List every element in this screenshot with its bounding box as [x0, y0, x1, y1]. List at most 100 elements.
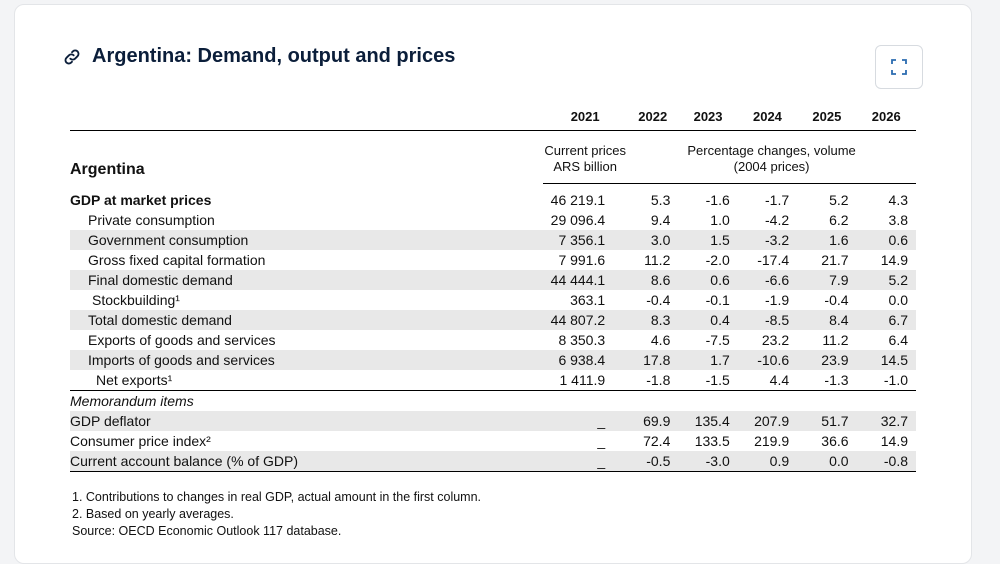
cell-value: 5.2: [829, 192, 849, 208]
cell-value: 133.5: [694, 433, 730, 449]
page-title: Argentina: Demand, output and prices: [92, 45, 456, 67]
cell-value: -1.7: [765, 192, 790, 208]
table-row: Gross fixed capital formation 7 991.6 11…: [70, 250, 916, 270]
cell-value: 9.4: [650, 212, 671, 228]
source-note: Source: OECD Economic Outlook 117 databa…: [72, 524, 342, 538]
cell-value: 51.7: [797, 411, 857, 431]
table-row: Private consumption 29 096.4 9.4 1.0 -4.…: [70, 210, 916, 230]
cell-current: 7 991.6: [558, 252, 606, 268]
row-label: Exports of goods and services: [88, 332, 276, 348]
row-label: Stockbuilding¹: [92, 292, 180, 308]
row-label: GDP at market prices: [70, 192, 212, 208]
cell-value: -0.5: [627, 451, 679, 472]
cell-current: _: [543, 411, 628, 431]
table-row: GDP at market prices 46 219.1 5.3 -1.6 -…: [70, 190, 916, 210]
cell-value: -10.6: [737, 350, 798, 370]
cell-value: -6.6: [737, 270, 798, 290]
cell-value: 5.3: [650, 192, 671, 208]
cell-value: 1.7: [678, 350, 738, 370]
cell-value: 23.2: [761, 332, 790, 348]
year-header: 2026: [856, 104, 916, 131]
cell-current: 1 411.9: [543, 370, 628, 391]
cell-value: 36.6: [821, 433, 849, 449]
cell-value: 135.4: [678, 411, 738, 431]
note-2: 2. Based on yearly averages.: [72, 507, 234, 521]
cell-value: -0.4: [824, 292, 849, 308]
cell-value: -0.1: [705, 292, 730, 308]
year-header-row: 2021 2022 2023 2024 2025 2026: [70, 104, 916, 131]
cell-current: 7 356.1: [543, 230, 628, 250]
current-prices-line-2: ARS billion: [553, 159, 617, 174]
cell-value: 1.6: [797, 230, 857, 250]
cell-value: 219.9: [754, 433, 790, 449]
table-row: Final domestic demand 44 444.1 8.6 0.6 -…: [70, 270, 916, 290]
cell-value: 11.2: [644, 252, 671, 268]
cell-value: 17.8: [627, 350, 679, 370]
row-label: Consumer price index²: [70, 433, 211, 449]
cell-current: 8 350.3: [558, 332, 606, 348]
cell-value: 5.2: [856, 270, 916, 290]
cell-current: _: [597, 433, 606, 449]
cell-value: 0.0: [797, 451, 857, 472]
row-label: Imports of goods and services: [70, 350, 544, 370]
cell-value: 207.9: [737, 411, 798, 431]
cell-value: 21.7: [821, 252, 849, 268]
cell-value: 4.3: [888, 192, 908, 208]
cell-value: 14.9: [880, 433, 908, 449]
row-label: Private consumption: [88, 212, 215, 228]
pct-change-line-2: (2004 prices): [733, 159, 810, 174]
table-row: Government consumption 7 356.1 3.0 1.5 -…: [70, 230, 916, 250]
table-row: Total domestic demand 44 807.2 8.3 0.4 -…: [70, 310, 916, 330]
row-label: Net exports¹: [70, 370, 544, 391]
cell-value: 69.9: [627, 411, 679, 431]
cell-value: 0.9: [737, 451, 798, 472]
cell-value: -4.2: [765, 212, 790, 228]
cell-value: -17.4: [757, 252, 790, 268]
cell-value: -1.8: [627, 370, 679, 391]
cell-value: 3.0: [627, 230, 679, 250]
row-label: GDP deflator: [70, 411, 544, 431]
cell-value: 8.6: [627, 270, 679, 290]
pct-change-label: Percentage changes, volume (2004 prices): [627, 131, 916, 176]
table-row: Exports of goods and services 8 350.3 4.…: [70, 330, 916, 350]
cell-value: 0.4: [678, 310, 738, 330]
year-header: 2023: [678, 104, 738, 131]
memo-row: Current account balance (% of GDP) _ -0.…: [70, 451, 916, 472]
table-notes: 1. Contributions to changes in real GDP,…: [72, 489, 481, 540]
cell-value: 14.9: [880, 252, 908, 268]
cell-value: -1.0: [856, 370, 916, 391]
year-header: 2021: [543, 104, 628, 131]
cell-value: 72.4: [643, 433, 671, 449]
memo-row: Consumer price index² _ 72.4 133.5 219.9…: [70, 431, 916, 451]
cell-current: 46 219.1: [550, 192, 606, 208]
row-label: Government consumption: [70, 230, 544, 250]
cell-value: -2.0: [705, 252, 730, 268]
expand-button[interactable]: [875, 45, 923, 89]
cell-value: 8.4: [797, 310, 857, 330]
current-prices-label: Current prices ARS billion: [543, 131, 627, 176]
cell-value: -0.4: [646, 292, 671, 308]
link-icon[interactable]: [62, 47, 82, 67]
subheader-rule-row: [70, 175, 916, 184]
row-label: Total domestic demand: [70, 310, 544, 330]
year-header: 2025: [797, 104, 857, 131]
cell-current: 6 938.4: [543, 350, 628, 370]
memo-header-row: Memorandum items: [70, 391, 916, 412]
cell-value: 1.0: [710, 212, 730, 228]
cell-value: -1.6: [705, 192, 730, 208]
cell-value: 3.8: [888, 212, 908, 228]
cell-value: 32.7: [856, 411, 916, 431]
memo-label: Memorandum items: [70, 393, 194, 409]
cell-value: 23.9: [797, 350, 857, 370]
data-table: 2021 2022 2023 2024 2025 2026 Argentina …: [70, 104, 916, 472]
cell-value: -0.8: [856, 451, 916, 472]
year-header: 2024: [737, 104, 798, 131]
expand-icon: [891, 59, 907, 75]
cell-value: -1.5: [678, 370, 738, 391]
cell-current: 29 096.4: [550, 212, 606, 228]
subheader-row: Argentina Current prices ARS billion Per…: [70, 131, 916, 178]
cell-current: 44 807.2: [543, 310, 628, 330]
pct-change-line-1: Percentage changes, volume: [687, 143, 856, 158]
data-table-container: 2021 2022 2023 2024 2025 2026 Argentina …: [70, 104, 916, 484]
cell-value: -1.9: [765, 292, 790, 308]
